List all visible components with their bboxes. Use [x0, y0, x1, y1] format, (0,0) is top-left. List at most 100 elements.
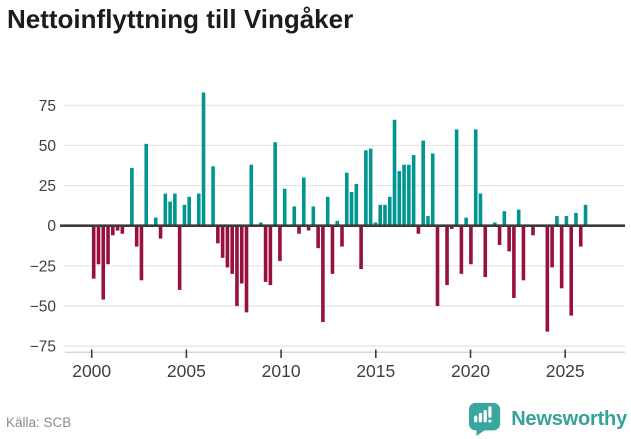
bar: [130, 167, 134, 226]
bar: [177, 225, 182, 290]
y-tick-label: 0: [47, 218, 56, 235]
source-attribution: Källa: SCB: [6, 415, 72, 430]
bar: [249, 164, 254, 226]
bar: [564, 216, 569, 226]
bar: [187, 196, 191, 226]
bar: [473, 129, 478, 226]
bar: [239, 225, 244, 284]
bar: [430, 153, 435, 226]
bar: [359, 225, 363, 270]
bar: [244, 225, 249, 313]
bar: [445, 225, 449, 286]
bar: [220, 225, 225, 258]
bar: [340, 225, 344, 247]
bar: [106, 225, 110, 265]
bar: [273, 142, 277, 226]
bar: [144, 143, 149, 226]
bar: [302, 177, 306, 226]
bar: [397, 171, 402, 226]
bar: [421, 140, 425, 226]
bar: [512, 225, 516, 298]
bar: [139, 225, 144, 281]
bar: [454, 129, 459, 226]
newsworthy-wordmark: Newsworthy: [511, 407, 627, 430]
bar: [182, 204, 187, 226]
bar: [426, 216, 430, 226]
bar: [278, 225, 282, 262]
bar: [335, 220, 340, 226]
newsworthy-logo[interactable]: Newsworthy: [467, 400, 627, 438]
bar: [292, 206, 297, 226]
bar: [464, 217, 468, 226]
x-tick-label: 2005: [167, 361, 206, 381]
bar: [344, 172, 349, 226]
bar: [364, 150, 368, 226]
bar: [211, 166, 215, 226]
bar: [559, 225, 564, 289]
bar: [402, 164, 406, 226]
bar: [516, 209, 521, 226]
bar: [483, 225, 488, 278]
bar: [282, 188, 287, 226]
x-tick-label: 2025: [546, 361, 585, 381]
bar: [96, 225, 101, 265]
y-tick-label: −50: [30, 298, 57, 315]
bar: [531, 225, 535, 236]
bar: [153, 217, 158, 226]
bar: [435, 225, 440, 306]
bar: [378, 204, 382, 226]
bar: [168, 201, 172, 226]
bar: [569, 225, 573, 316]
bar: [502, 211, 507, 226]
bar: [387, 196, 392, 226]
bar: [493, 222, 497, 226]
bar: [368, 148, 373, 226]
bar: [407, 164, 411, 226]
bar: [316, 225, 320, 249]
bar: [354, 183, 359, 226]
bar: [115, 225, 120, 231]
y-tick-label: 25: [39, 178, 56, 195]
bar: [163, 193, 168, 226]
bar: [158, 225, 163, 239]
y-tick-label: 75: [39, 98, 56, 115]
bar: [225, 225, 230, 268]
bar: [201, 92, 206, 226]
bar: [583, 204, 588, 226]
bar: [330, 225, 335, 274]
bar: [196, 193, 201, 226]
newsworthy-badge-icon: [469, 402, 501, 437]
bar: [373, 222, 378, 226]
bar: [497, 225, 502, 245]
bar: [450, 225, 454, 229]
bar: [325, 196, 330, 226]
bar: [91, 225, 96, 279]
x-tick-label: 2020: [451, 361, 490, 381]
bar: [134, 225, 139, 247]
bar: [216, 225, 220, 244]
bar: [120, 225, 125, 234]
bar: [259, 222, 263, 226]
bar: [507, 225, 511, 252]
x-tick-label: 2010: [262, 361, 301, 381]
bar: [416, 225, 421, 234]
bar: [411, 155, 416, 226]
bar: [311, 206, 316, 226]
y-tick-label: 50: [39, 138, 57, 155]
bar: [578, 225, 583, 247]
bar: [545, 225, 550, 332]
bar: [111, 225, 115, 236]
bar: [521, 225, 526, 281]
bar: [459, 225, 464, 274]
bar: [306, 225, 311, 231]
bar: [268, 225, 273, 286]
bar: [230, 225, 234, 274]
x-tick-label: 2000: [72, 361, 111, 381]
x-tick-label: 2015: [356, 361, 395, 381]
bar: [263, 225, 268, 282]
bar: [550, 225, 554, 268]
bar: [555, 216, 559, 226]
bar: [297, 225, 301, 234]
